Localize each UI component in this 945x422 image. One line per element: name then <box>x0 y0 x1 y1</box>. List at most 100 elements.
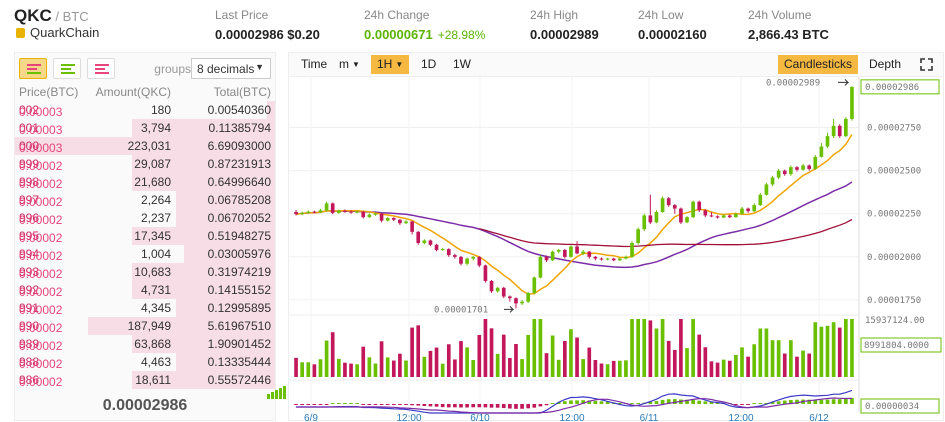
chart-plot[interactable]: 0.00002750 0.00002500 0.00002250 0.00002000… <box>289 77 943 422</box>
row-total: 0.64996640 <box>207 175 271 189</box>
candle-body <box>324 203 329 211</box>
macd-histogram-bar <box>379 404 384 405</box>
volume-bar <box>434 347 439 377</box>
order-book-row[interactable]: 0.00002 993 10,683 0.31974219 <box>15 263 275 281</box>
macd-histogram-bar <box>630 403 634 404</box>
chart-toolbar: Time m ▼ 1H ▼ 1D 1W Candlesticks Depth <box>289 53 943 77</box>
decimals-select[interactable]: 8 decimals ▼ <box>191 58 271 79</box>
candle-body <box>807 165 812 169</box>
coin-name: QuarkChain <box>16 25 99 40</box>
view-asks-button[interactable] <box>87 58 115 79</box>
volume-bar <box>727 360 732 377</box>
row-total: 0.11385794 <box>208 121 271 135</box>
candle-body <box>385 218 390 221</box>
macd-histogram-bar <box>324 404 329 405</box>
order-book-row[interactable]: 0.00002 989 63,868 1.90901452 <box>15 335 275 353</box>
volume-bar <box>520 359 524 377</box>
candle-body <box>624 256 628 259</box>
macd-histogram-bar <box>349 403 353 404</box>
order-book-header: Price(BTC) Amount(QKC) Total(BTC) <box>15 83 275 101</box>
volume-bar <box>556 359 561 377</box>
row-price: 0.00002 991 <box>19 301 62 317</box>
order-book-row[interactable]: 0.00002 996 2,237 0.06702052 <box>15 209 275 227</box>
macd-histogram-bar <box>361 404 366 405</box>
volume-bar <box>850 319 854 377</box>
order-book-row[interactable]: 0.00002 995 17,345 0.51948275 <box>15 227 275 245</box>
candle-body <box>373 213 378 215</box>
volume-bar <box>318 359 323 377</box>
price-suffix: 993 <box>19 265 40 279</box>
order-book-row[interactable]: 0.00002 991 4,345 0.12995895 <box>15 299 275 317</box>
interval-1h-button[interactable]: 1H ▼ <box>371 55 410 74</box>
candle-body <box>446 249 451 256</box>
row-price: 0.00002 986 <box>19 373 62 389</box>
fullscreen-icon[interactable] <box>920 58 933 71</box>
volume-bar <box>471 360 476 377</box>
order-book-row[interactable]: 0.00003 001 3,794 0.11385794 <box>15 119 275 137</box>
view-bids-button[interactable] <box>53 58 81 79</box>
time-button[interactable]: Time <box>301 57 328 71</box>
macd-histogram-bar <box>789 400 793 404</box>
row-total: 0.06702052 <box>207 211 271 225</box>
volume-bar <box>489 328 494 377</box>
macd-histogram-bar <box>593 400 598 404</box>
view-both-button[interactable] <box>19 58 47 79</box>
macd-histogram-bar <box>398 404 402 405</box>
order-book-row[interactable]: 0.00003 000 223,031 6.69093000 <box>15 137 275 155</box>
macd-histogram-bar <box>373 404 378 405</box>
candle-body <box>709 215 714 217</box>
interval-1w-button[interactable]: 1W <box>453 57 471 71</box>
candle-body <box>599 258 604 260</box>
price-suffix: 994 <box>19 247 40 261</box>
order-book-row[interactable]: 0.00002 986 18,611 0.55572446 <box>15 371 275 389</box>
volume-bar <box>410 327 414 377</box>
candle-body <box>465 258 469 264</box>
ma-slow-line <box>296 181 853 269</box>
price-suffix: 995 <box>19 229 40 243</box>
price-suffix: 996 <box>19 211 40 225</box>
order-book-row[interactable]: 0.00002 992 4,731 0.14155152 <box>15 281 275 299</box>
macd-histogram-bar <box>294 404 298 405</box>
macd-histogram-bar <box>453 404 457 408</box>
candlesticks-button[interactable]: Candlesticks <box>778 55 859 74</box>
macd-histogram-bar <box>336 403 341 404</box>
macd-histogram-bar <box>556 402 561 404</box>
price-prefix: 0.00002 <box>19 267 63 281</box>
order-book-row[interactable]: 0.00002 990 187,949 5.61967510 <box>15 317 275 335</box>
macd-histogram-bar <box>355 403 359 404</box>
row-amount: 2,264 <box>140 193 171 207</box>
depth-bar <box>132 371 275 389</box>
candle-body <box>581 251 585 254</box>
low-stat: 24h Low 0.00002160 <box>638 8 707 42</box>
price-prefix: 0.00002 <box>19 231 63 245</box>
row-total: 0.13335444 <box>207 355 271 369</box>
volume-bar <box>575 337 579 377</box>
minutes-dropdown[interactable]: m ▼ <box>333 55 366 74</box>
col-price: Price(BTC) <box>19 85 79 99</box>
order-book-row[interactable]: 0.00002 999 29,087 0.87231913 <box>15 155 275 173</box>
decimals-value: 8 decimals <box>197 62 255 76</box>
depth-button[interactable]: Depth <box>869 57 902 71</box>
col-amount: Amount(QKC) <box>95 85 171 99</box>
volume-bar <box>617 360 622 377</box>
candle-body <box>642 215 647 230</box>
macd-histogram-bar <box>697 400 702 404</box>
macd-tag-text: 0.00000034 <box>865 402 919 412</box>
order-book-row[interactable]: 0.00002 988 4,463 0.13335444 <box>15 353 275 371</box>
order-book-row[interactable]: 0.00002 997 2,264 0.06785208 <box>15 191 275 209</box>
macd-histogram-bar <box>654 401 659 404</box>
volume-tag-text: 8991804.0000 <box>864 341 929 351</box>
order-book-row[interactable]: 0.00003 002 180 0.00540360 <box>15 101 275 119</box>
candle-body <box>801 165 805 170</box>
order-book-row[interactable]: 0.00002 994 1,004 0.03005976 <box>15 245 275 263</box>
volume-bar <box>672 349 677 377</box>
interval-1d-button[interactable]: 1D <box>421 57 437 71</box>
candle-body <box>734 213 738 218</box>
volume-max-label: 15937124.00 <box>865 316 925 326</box>
macd-histogram-bar <box>483 404 488 408</box>
order-book-toolbar: groups 8 decimals ▼ <box>15 53 275 83</box>
candle-body <box>483 265 488 281</box>
price-tick-label: 0.00002250 <box>867 210 921 220</box>
volume-bar <box>630 319 634 377</box>
order-book-row[interactable]: 0.00002 998 21,680 0.64996640 <box>15 173 275 191</box>
